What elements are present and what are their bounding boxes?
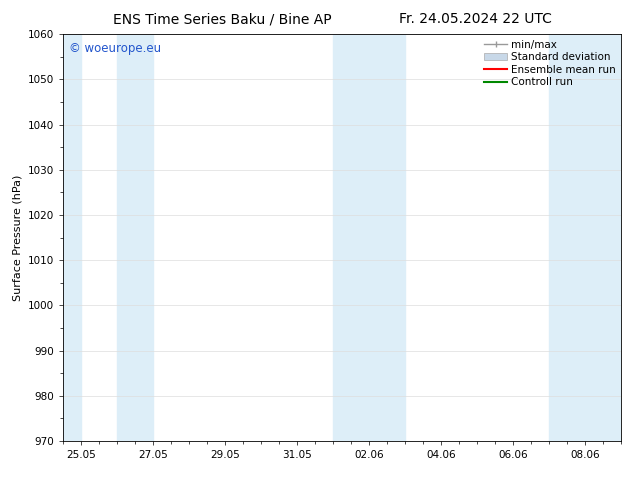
Bar bbox=[117, 34, 153, 441]
Legend: min/max, Standard deviation, Ensemble mean run, Controll run: min/max, Standard deviation, Ensemble me… bbox=[482, 37, 618, 89]
Text: ENS Time Series Baku / Bine AP: ENS Time Series Baku / Bine AP bbox=[113, 12, 331, 26]
Text: Fr. 24.05.2024 22 UTC: Fr. 24.05.2024 22 UTC bbox=[399, 12, 552, 26]
Bar bbox=[63, 34, 81, 441]
Text: © woeurope.eu: © woeurope.eu bbox=[69, 43, 161, 55]
Bar bbox=[333, 34, 405, 441]
Bar bbox=[549, 34, 621, 441]
Y-axis label: Surface Pressure (hPa): Surface Pressure (hPa) bbox=[13, 174, 23, 301]
